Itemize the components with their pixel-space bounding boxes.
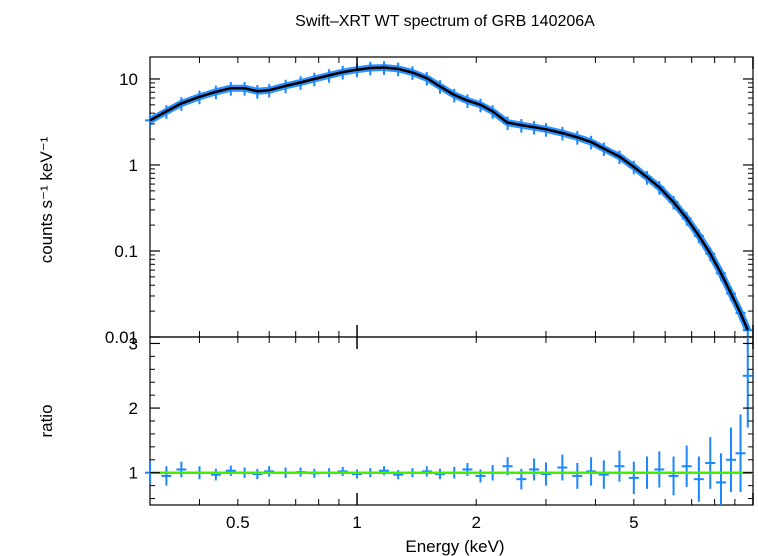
x-tick-label: 1 <box>352 513 361 532</box>
x-tick-label: 0.5 <box>226 513 250 532</box>
ratio-y-tick-label: 2 <box>129 399 138 418</box>
ratio-point <box>225 465 236 476</box>
ratio-point <box>705 437 716 489</box>
spectrum-y-axis-label: counts s⁻¹ keV⁻¹ <box>37 136 56 263</box>
x-tick-label: 2 <box>472 513 481 532</box>
ratio-point <box>654 451 665 488</box>
spectrum-y-tick-label: 0.01 <box>105 328 138 347</box>
ratio-point <box>176 461 187 478</box>
ratio-x-ticks: 0.5 1 2 5 <box>149 337 754 532</box>
ratio-point <box>161 466 172 486</box>
ratio-y-ticks: 1 2 3 <box>129 334 753 500</box>
ratio-point <box>742 337 753 428</box>
ratio-point <box>462 463 473 476</box>
spectrum-data <box>145 61 753 338</box>
spectrum-x-ticks <box>149 57 754 337</box>
chart-title: Swift–XRT WT spectrum of GRB 140206A <box>295 13 595 30</box>
ratio-point <box>735 414 746 493</box>
ratio-point <box>540 462 551 486</box>
spectrum-model-line <box>149 66 749 331</box>
ratio-point <box>586 457 597 486</box>
ratio-y-axis-label: ratio <box>37 404 56 437</box>
spectrum-panel-frame <box>149 56 754 338</box>
ratio-point <box>614 450 625 482</box>
ratio-panel-frame <box>149 336 754 506</box>
spectrum-panel: 0.01 0.1 1 10 counts s⁻¹ keV⁻¹ <box>37 56 754 347</box>
ratio-point <box>529 458 540 481</box>
spectrum-y-tick-label: 0.1 <box>114 242 138 261</box>
ratio-panel: 1 2 3 0.5 1 2 5 ratio Energy (keV) <box>37 334 754 556</box>
ratio-point <box>668 456 679 496</box>
ratio-point <box>693 456 704 502</box>
ratio-point <box>475 469 486 483</box>
ratio-y-tick-label: 3 <box>129 334 138 353</box>
ratio-point <box>598 460 609 489</box>
ratio-data <box>145 337 753 505</box>
ratio-point <box>264 466 275 477</box>
spectrum-y-ticks: 0.01 0.1 1 10 <box>105 70 753 347</box>
ratio-point <box>434 468 445 480</box>
ratio-point <box>715 453 726 505</box>
spectrum-y-tick-label: 10 <box>119 70 138 89</box>
ratio-point <box>352 469 363 479</box>
ratio-point <box>337 466 348 476</box>
spectrum-data-band <box>148 64 752 332</box>
ratio-point <box>210 468 221 481</box>
ratio-y-tick-label: 1 <box>129 464 138 483</box>
ratio-point <box>252 468 263 480</box>
ratio-point <box>572 463 583 489</box>
ratio-point <box>628 461 639 495</box>
x-tick-label: 5 <box>629 513 638 532</box>
ratio-point <box>557 454 568 481</box>
x-axis-label: Energy (keV) <box>405 537 504 556</box>
ratio-point <box>681 445 692 487</box>
ratio-point <box>726 427 737 493</box>
spectrum-y-tick-label: 1 <box>129 156 138 175</box>
ratio-point <box>421 466 432 477</box>
